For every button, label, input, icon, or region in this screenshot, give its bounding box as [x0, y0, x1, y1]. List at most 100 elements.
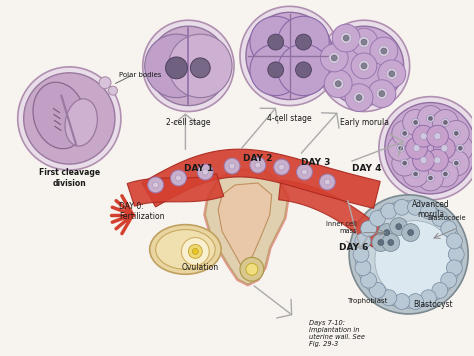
Circle shape — [458, 146, 462, 150]
Circle shape — [319, 174, 335, 190]
Text: 4-cell stage: 4-cell stage — [267, 114, 312, 123]
Circle shape — [388, 135, 414, 161]
Circle shape — [432, 210, 448, 226]
Circle shape — [268, 62, 283, 78]
Circle shape — [355, 201, 462, 308]
Circle shape — [447, 233, 462, 249]
Polygon shape — [127, 174, 224, 206]
Circle shape — [432, 282, 448, 298]
Circle shape — [396, 224, 401, 230]
Circle shape — [432, 161, 458, 187]
Ellipse shape — [150, 225, 221, 274]
Circle shape — [420, 133, 427, 140]
Circle shape — [427, 115, 435, 122]
Circle shape — [18, 67, 121, 170]
Circle shape — [361, 39, 367, 45]
Circle shape — [246, 263, 258, 275]
Circle shape — [169, 34, 232, 98]
Circle shape — [401, 224, 419, 241]
Circle shape — [427, 150, 448, 171]
Circle shape — [297, 164, 312, 180]
Circle shape — [250, 157, 266, 173]
Circle shape — [250, 16, 301, 68]
Circle shape — [441, 145, 448, 152]
Circle shape — [296, 34, 311, 50]
Circle shape — [408, 294, 423, 309]
Circle shape — [389, 71, 395, 77]
Circle shape — [188, 245, 202, 258]
Polygon shape — [218, 183, 272, 269]
Circle shape — [379, 96, 474, 200]
Text: Days 7-10:
Implantation in
uterine wall. See
Fig. 29-3: Days 7-10: Implantation in uterine wall.… — [310, 320, 365, 347]
Circle shape — [376, 88, 387, 99]
Circle shape — [399, 146, 403, 150]
Text: Trophoblast: Trophoblast — [347, 298, 387, 304]
Circle shape — [361, 221, 376, 237]
Polygon shape — [279, 180, 385, 247]
Circle shape — [324, 70, 352, 98]
Circle shape — [255, 162, 261, 168]
Circle shape — [351, 53, 377, 79]
Circle shape — [301, 169, 308, 175]
Circle shape — [370, 210, 385, 226]
Circle shape — [341, 33, 352, 43]
Circle shape — [447, 135, 473, 161]
Circle shape — [403, 161, 428, 187]
Circle shape — [353, 246, 369, 262]
Circle shape — [434, 133, 441, 140]
Circle shape — [329, 52, 340, 63]
Circle shape — [148, 177, 164, 193]
Circle shape — [229, 163, 235, 169]
Circle shape — [355, 260, 371, 276]
Circle shape — [433, 137, 456, 159]
Circle shape — [456, 144, 464, 152]
Text: DAY 2: DAY 2 — [243, 154, 273, 163]
Circle shape — [268, 34, 283, 50]
Circle shape — [443, 150, 469, 176]
Ellipse shape — [155, 230, 215, 269]
Circle shape — [240, 257, 264, 281]
Circle shape — [381, 203, 397, 219]
Circle shape — [350, 28, 378, 56]
Circle shape — [413, 145, 420, 152]
Circle shape — [418, 165, 443, 191]
Circle shape — [414, 120, 418, 125]
Circle shape — [413, 150, 435, 171]
Circle shape — [452, 129, 460, 137]
Circle shape — [358, 37, 369, 48]
Text: 2-cell stage: 2-cell stage — [166, 118, 210, 127]
Circle shape — [375, 221, 454, 300]
Circle shape — [143, 20, 234, 111]
Circle shape — [420, 157, 427, 164]
Circle shape — [408, 199, 423, 215]
Text: Inner cell
mass: Inner cell mass — [326, 221, 357, 234]
Circle shape — [448, 246, 464, 262]
Circle shape — [182, 237, 209, 265]
Circle shape — [441, 119, 449, 126]
Circle shape — [24, 73, 115, 164]
Circle shape — [428, 176, 432, 180]
Circle shape — [109, 86, 118, 95]
Circle shape — [175, 175, 182, 181]
Circle shape — [324, 26, 404, 106]
Circle shape — [443, 172, 447, 176]
Circle shape — [443, 120, 447, 125]
Circle shape — [319, 20, 410, 111]
Circle shape — [392, 120, 418, 146]
Circle shape — [250, 44, 301, 96]
Circle shape — [381, 290, 397, 306]
Text: Early morula: Early morula — [339, 118, 389, 127]
Circle shape — [394, 294, 410, 309]
Circle shape — [279, 164, 284, 170]
Circle shape — [397, 144, 405, 152]
Circle shape — [99, 77, 111, 89]
Circle shape — [246, 12, 333, 100]
Circle shape — [403, 110, 428, 135]
Circle shape — [408, 230, 414, 236]
Circle shape — [343, 35, 349, 41]
Polygon shape — [142, 149, 380, 208]
Text: DAY 1: DAY 1 — [183, 163, 213, 173]
Circle shape — [356, 95, 362, 101]
Circle shape — [345, 84, 373, 111]
Circle shape — [418, 106, 443, 131]
